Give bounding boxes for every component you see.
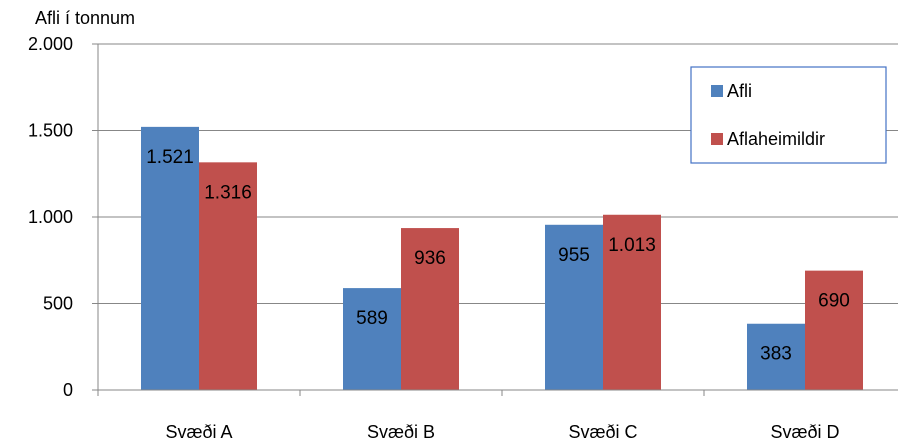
- x-axis-ticks: Svæði A Svæði B Svæði C Svæði D: [97, 390, 840, 442]
- bar: [603, 214, 661, 390]
- legend-box: [690, 66, 887, 164]
- bars: 1.521 1.316 589 936 955 1.013 383 690: [141, 126, 863, 390]
- x-tick-label: Svæði B: [367, 422, 435, 442]
- legend: Afli Aflaheimildir: [690, 66, 887, 164]
- data-label: 690: [818, 291, 850, 312]
- bar: [805, 270, 863, 390]
- bar: [141, 126, 199, 390]
- x-tick-label: Svæði A: [165, 422, 232, 442]
- x-tick-label: Svæði D: [770, 422, 839, 442]
- bar: [401, 228, 459, 390]
- y-axis-ticks: 0 500 1.000 1.500 2.000: [28, 34, 98, 400]
- legend-label: Afli: [727, 81, 752, 101]
- legend-label: Aflaheimildir: [727, 129, 825, 149]
- y-tick-label: 1.500: [28, 121, 73, 141]
- y-tick-label: 500: [43, 294, 73, 314]
- y-tick-label: 1.000: [28, 207, 73, 227]
- y-tick-label: 2.000: [28, 34, 73, 54]
- data-label: 383: [760, 344, 792, 365]
- y-axis-title: Afli í tonnum: [35, 8, 135, 28]
- data-label: 936: [414, 248, 446, 269]
- data-label: 589: [356, 308, 388, 329]
- bar: [545, 224, 603, 390]
- data-label: 1.521: [146, 147, 194, 168]
- legend-swatch: [711, 85, 723, 97]
- legend-swatch: [711, 133, 723, 145]
- bar: [199, 162, 257, 390]
- y-tick-label: 0: [63, 380, 73, 400]
- data-label: 1.013: [608, 235, 656, 256]
- data-label: 955: [558, 245, 590, 266]
- bar: [343, 288, 401, 390]
- bar: [747, 323, 805, 390]
- x-tick-label: Svæði C: [568, 422, 637, 442]
- data-label: 1.316: [204, 182, 252, 203]
